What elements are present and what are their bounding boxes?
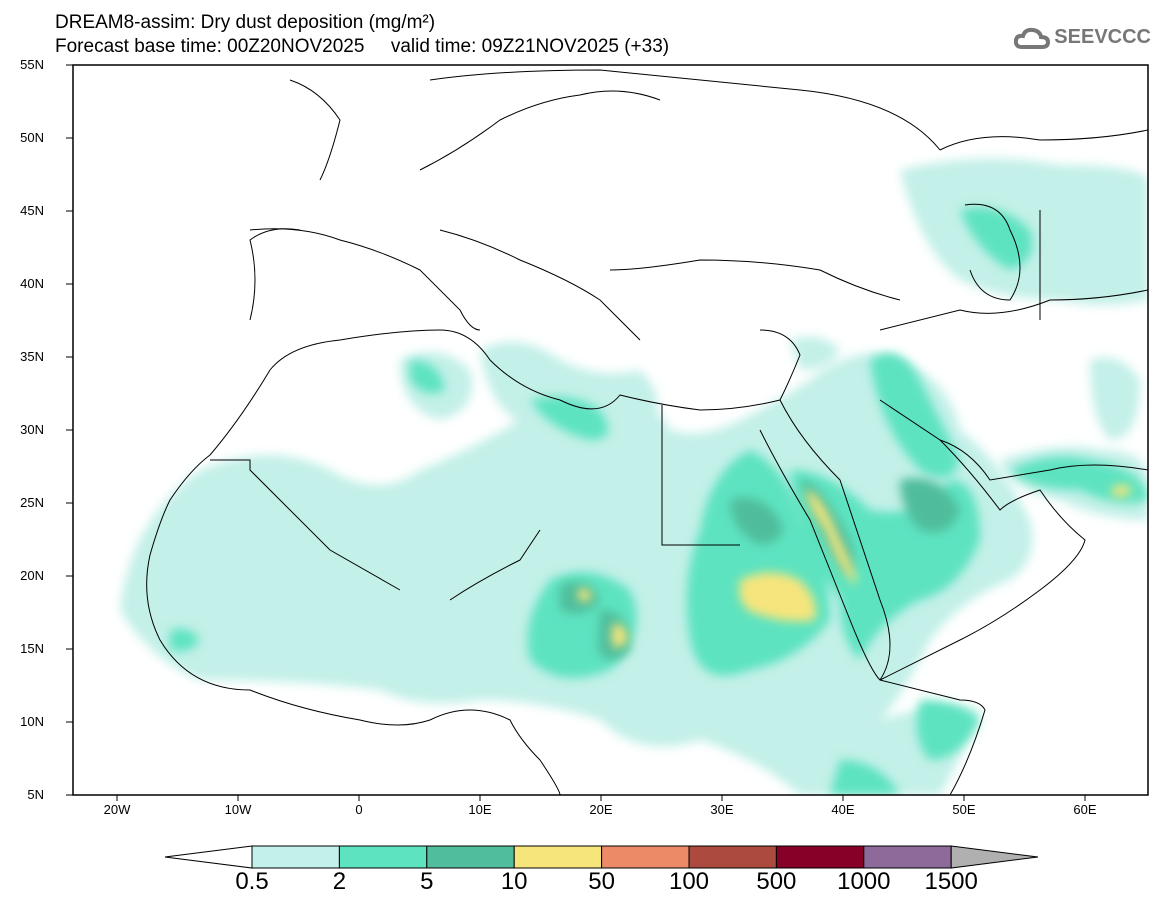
lat-label: 15N bbox=[20, 641, 44, 656]
logo-text: SEEVCCC bbox=[1054, 26, 1151, 48]
colorbar-over-arrow bbox=[950, 845, 1039, 869]
lat-label: 30N bbox=[20, 422, 44, 437]
lon-label: 40E bbox=[831, 802, 855, 817]
map-subtitle: Forecast base time: 00Z20NOV2025 valid t… bbox=[55, 36, 670, 57]
colorbar-label: 50 bbox=[588, 868, 615, 895]
lon-label: 30E bbox=[710, 802, 734, 817]
lat-label: 20N bbox=[20, 568, 44, 583]
colorbar-label: 0.5 bbox=[235, 868, 269, 895]
colorbar-label: 1000 bbox=[837, 868, 891, 895]
colorbar-swatch bbox=[775, 845, 865, 869]
colorbar-label: 100 bbox=[668, 868, 710, 895]
map-title: DREAM8-assim: Dry dust deposition (mg/m²… bbox=[55, 12, 436, 33]
lat-label: 5N bbox=[27, 787, 44, 802]
lon-label: 20E bbox=[589, 802, 613, 817]
lon-label: 0 bbox=[355, 802, 363, 817]
colorbar-under-arrow bbox=[164, 845, 253, 869]
coastlines bbox=[146, 69, 1148, 795]
lon-label: 20W bbox=[103, 802, 131, 817]
cloud-icon bbox=[1014, 27, 1051, 49]
lon-label: 10E bbox=[468, 802, 492, 817]
colorbar-swatch bbox=[338, 845, 428, 869]
lat-label: 40N bbox=[20, 276, 44, 291]
colorbar-swatch bbox=[426, 845, 515, 869]
colorbar-label: 10 bbox=[500, 868, 528, 895]
lat-label: 50N bbox=[20, 130, 44, 145]
colorbar-swatch bbox=[863, 845, 952, 869]
lat-label: 10N bbox=[20, 714, 44, 729]
colorbar-swatch bbox=[601, 845, 690, 869]
lat-label: 45N bbox=[20, 203, 44, 218]
colorbar-label: 500 bbox=[756, 868, 797, 895]
colorbar-label: 1500 bbox=[924, 868, 978, 895]
colorbar-label: 2 bbox=[332, 868, 347, 895]
lon-label: 60E bbox=[1073, 802, 1097, 817]
seevccc-logo: SEEVCCC bbox=[1014, 26, 1151, 49]
colorbar-label: 5 bbox=[420, 868, 434, 895]
dust-field bbox=[120, 158, 1148, 795]
colorbar-swatch bbox=[513, 845, 603, 869]
lat-label: 35N bbox=[20, 349, 44, 364]
lon-label: 10W bbox=[224, 802, 252, 817]
lat-label: 55N bbox=[20, 57, 44, 72]
lon-label: 50E bbox=[952, 802, 976, 817]
lat-label: 25N bbox=[20, 495, 44, 510]
colorbar-swatch bbox=[251, 845, 340, 869]
colorbar-swatch bbox=[688, 845, 777, 869]
